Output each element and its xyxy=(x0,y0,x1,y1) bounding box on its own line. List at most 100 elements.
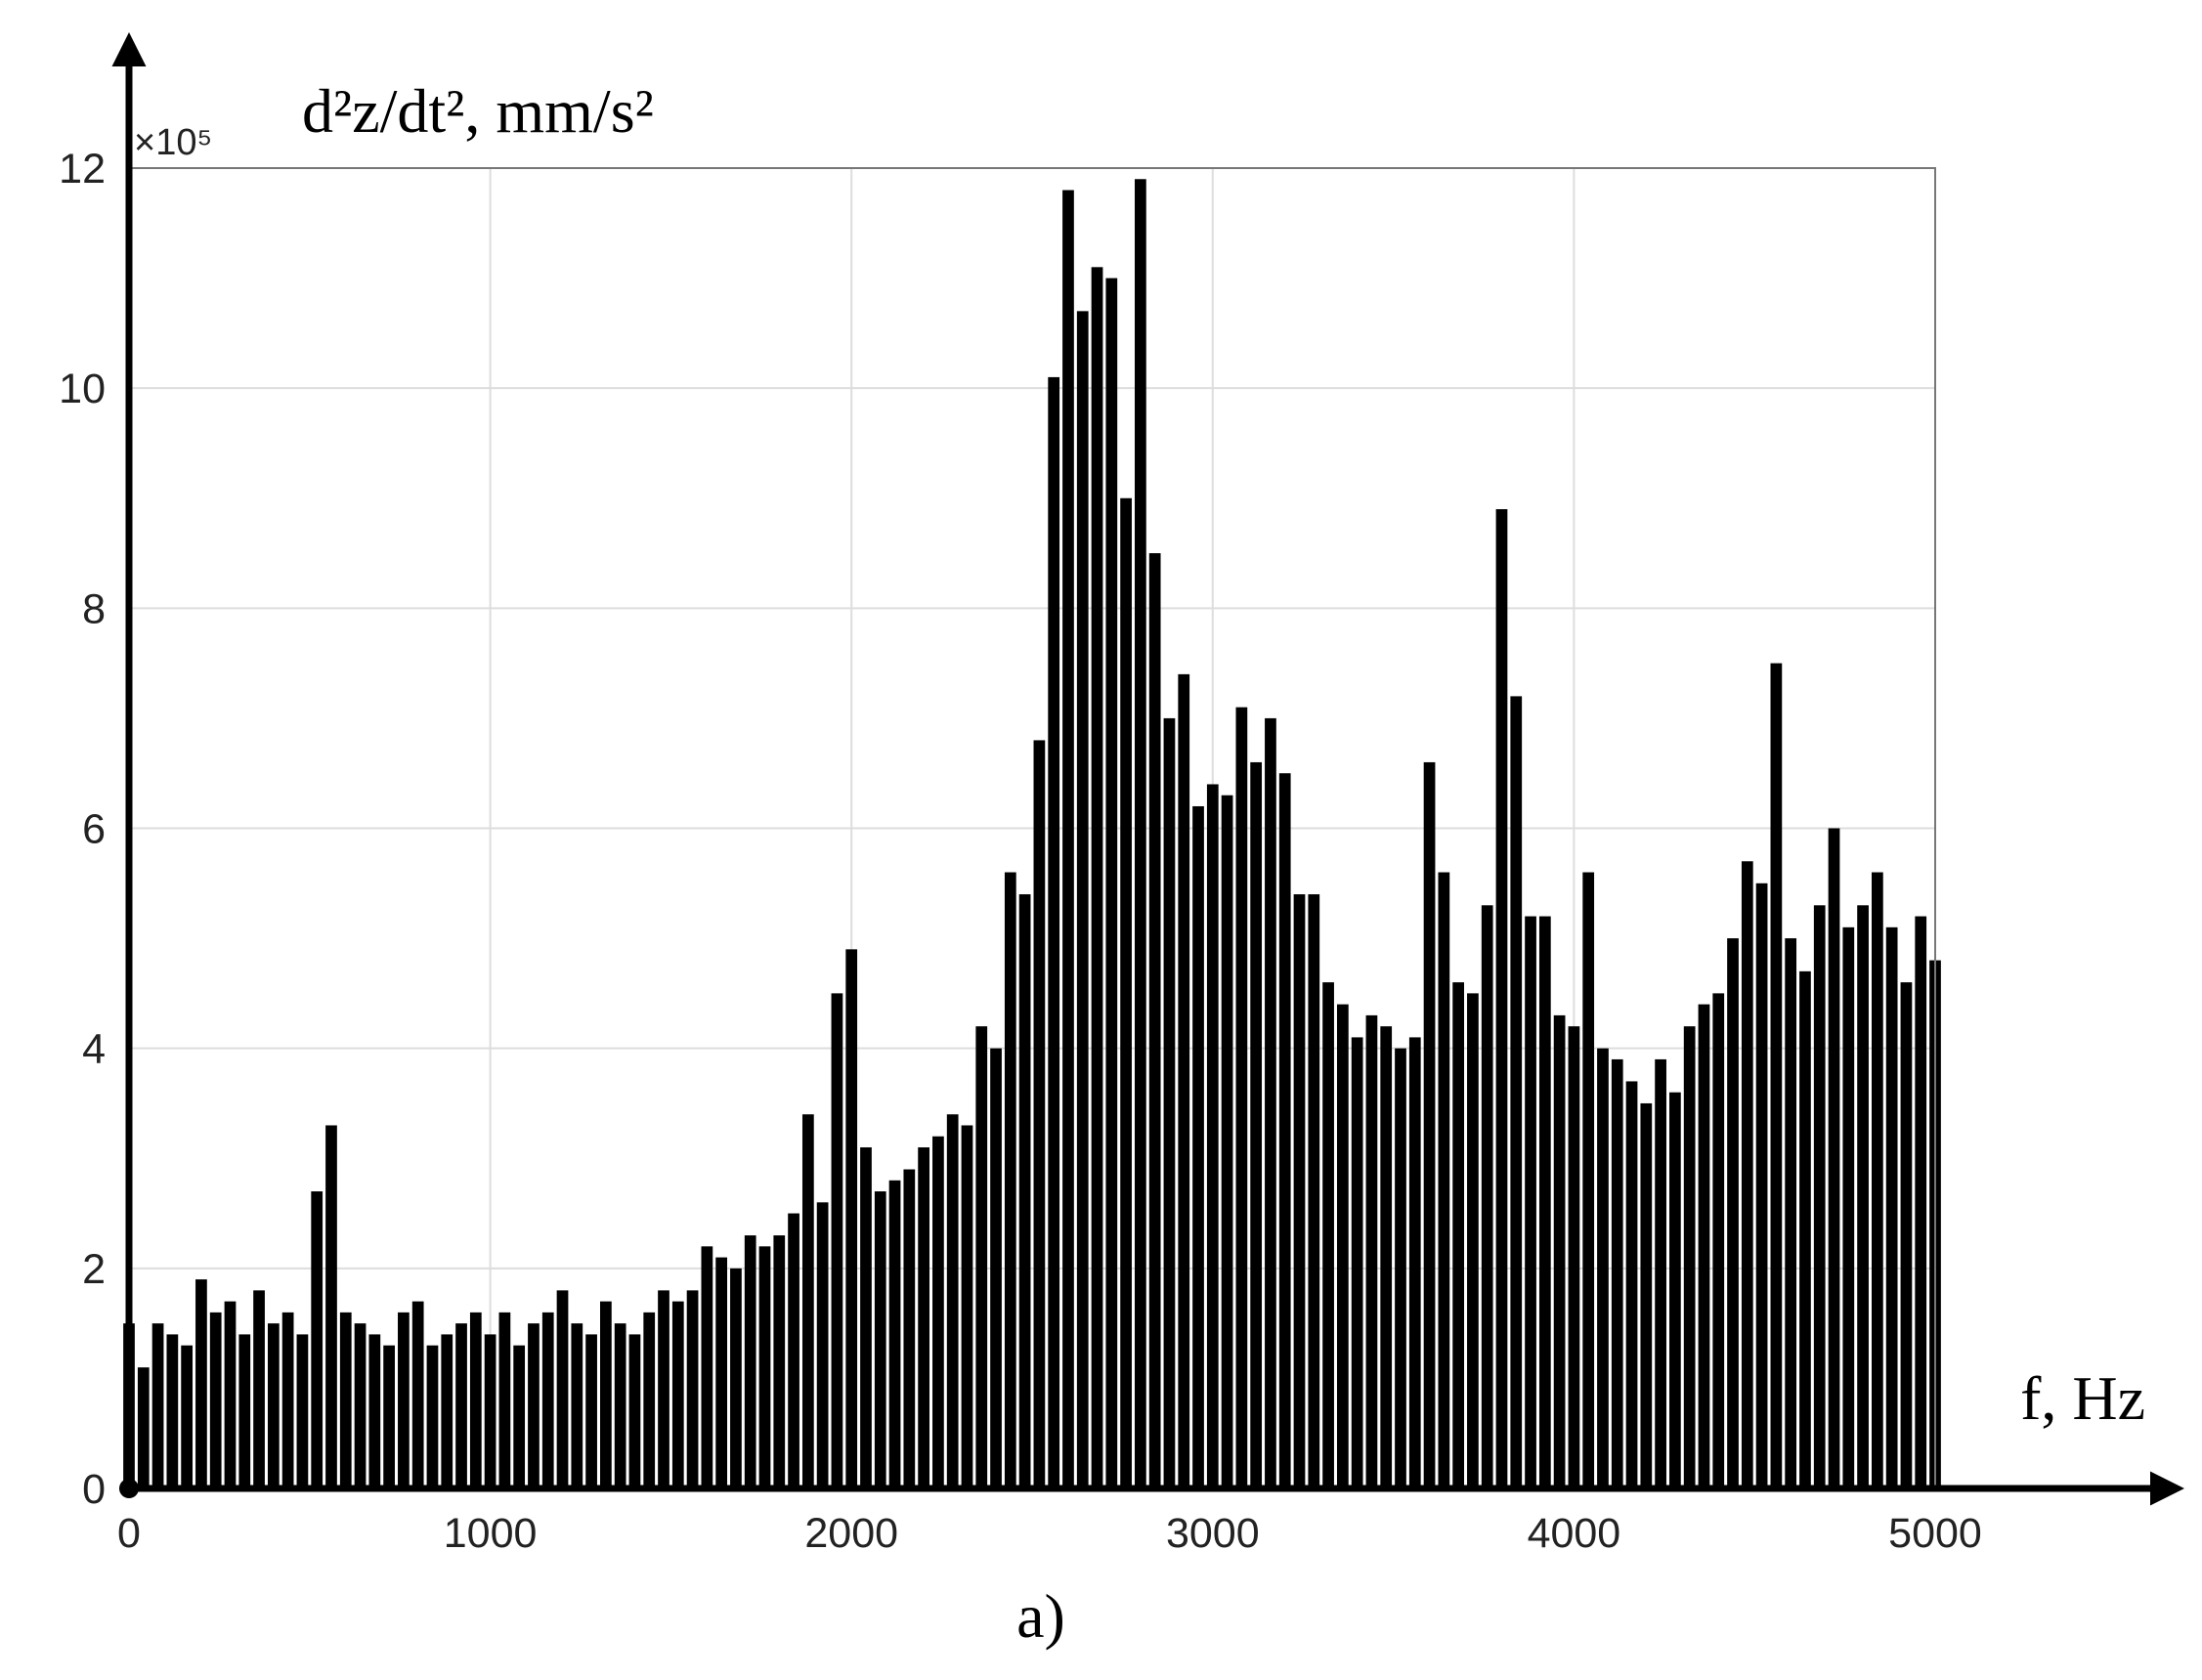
stem xyxy=(1265,717,1276,1488)
stems xyxy=(123,179,1941,1489)
stem xyxy=(1698,1004,1710,1488)
stem xyxy=(1655,1058,1666,1488)
stem xyxy=(181,1345,194,1488)
stem xyxy=(1727,938,1739,1488)
stem xyxy=(1712,993,1725,1488)
stem xyxy=(888,1180,901,1488)
stem xyxy=(1611,1058,1623,1488)
stem xyxy=(1683,1026,1696,1488)
stem xyxy=(1467,993,1479,1488)
stem xyxy=(845,949,858,1488)
stem xyxy=(585,1334,597,1488)
stem xyxy=(1741,861,1753,1488)
stem xyxy=(209,1312,222,1488)
stem xyxy=(498,1312,511,1488)
stem xyxy=(224,1301,237,1488)
y-tick-label: 0 xyxy=(82,1466,106,1513)
stem xyxy=(961,1125,973,1488)
stem xyxy=(1192,805,1204,1488)
x-tick-label: 5000 xyxy=(1888,1510,1982,1557)
stem xyxy=(484,1334,497,1488)
stem xyxy=(903,1169,916,1488)
stem xyxy=(1538,916,1551,1488)
stem xyxy=(1380,1026,1393,1488)
stem xyxy=(990,1048,1002,1488)
stem xyxy=(1900,982,1913,1488)
stem xyxy=(1308,894,1320,1488)
stem xyxy=(426,1345,439,1488)
stem xyxy=(1871,872,1883,1488)
stem xyxy=(1625,1081,1638,1488)
stem xyxy=(354,1323,367,1488)
stem xyxy=(1221,795,1233,1488)
stem xyxy=(1799,970,1811,1488)
stem xyxy=(831,993,843,1488)
stem xyxy=(455,1323,467,1488)
stem xyxy=(1408,1037,1421,1488)
stem xyxy=(556,1290,569,1488)
x-tick-label: 3000 xyxy=(1166,1510,1260,1557)
stem xyxy=(513,1345,526,1488)
stem xyxy=(1076,311,1089,1488)
stem xyxy=(1235,707,1248,1488)
stem xyxy=(1669,1092,1681,1488)
stem xyxy=(1915,916,1927,1488)
y-tick-label: 2 xyxy=(82,1246,106,1293)
stem xyxy=(398,1312,410,1488)
stem xyxy=(1640,1102,1653,1488)
x-tick-label: 0 xyxy=(117,1510,141,1557)
stem xyxy=(1885,926,1898,1488)
stem xyxy=(643,1312,656,1488)
stem xyxy=(1163,717,1176,1488)
stem xyxy=(788,1213,799,1488)
y-axis-label: d²z/dt², mm/s² xyxy=(302,76,654,146)
stem xyxy=(1033,740,1046,1488)
stem xyxy=(1525,916,1536,1488)
y-tick-label: 10 xyxy=(59,366,106,412)
stem xyxy=(339,1312,352,1488)
stem xyxy=(860,1146,872,1488)
stem xyxy=(311,1191,324,1488)
stem xyxy=(1813,905,1826,1488)
stem xyxy=(1250,761,1263,1488)
stem xyxy=(1322,982,1334,1488)
x-tick-label: 4000 xyxy=(1528,1510,1621,1557)
stem xyxy=(1018,894,1031,1488)
stem xyxy=(1785,938,1797,1488)
stem xyxy=(166,1334,179,1488)
stem xyxy=(1495,509,1508,1488)
stem xyxy=(1553,1014,1566,1488)
stem xyxy=(1120,497,1132,1488)
stem xyxy=(1568,1026,1580,1488)
stem xyxy=(614,1323,626,1488)
stem xyxy=(1452,982,1464,1488)
stem xyxy=(801,1114,814,1488)
stem xyxy=(1062,190,1074,1489)
stem xyxy=(1857,905,1869,1488)
stem xyxy=(411,1301,424,1488)
stem xyxy=(816,1202,829,1488)
stem xyxy=(671,1301,684,1488)
stem xyxy=(267,1323,280,1488)
stem xyxy=(1206,784,1219,1488)
caption: a) xyxy=(1016,1581,1065,1651)
stem xyxy=(1004,872,1016,1488)
stem xyxy=(1481,905,1493,1488)
stem xyxy=(1091,267,1103,1489)
stem xyxy=(325,1125,337,1488)
stem xyxy=(296,1334,309,1488)
stem xyxy=(383,1345,395,1488)
stem xyxy=(715,1257,728,1488)
stem xyxy=(1178,673,1190,1488)
y-multiplier: ×10⁵ xyxy=(134,122,212,163)
stem xyxy=(137,1367,150,1488)
x-axis-label: f, Hz xyxy=(2020,1363,2145,1433)
stem xyxy=(1755,883,1768,1488)
stem xyxy=(441,1334,453,1488)
stem xyxy=(658,1290,669,1488)
stem xyxy=(874,1191,886,1488)
stem xyxy=(571,1323,583,1488)
stem xyxy=(1148,553,1161,1488)
stem xyxy=(1351,1037,1363,1488)
